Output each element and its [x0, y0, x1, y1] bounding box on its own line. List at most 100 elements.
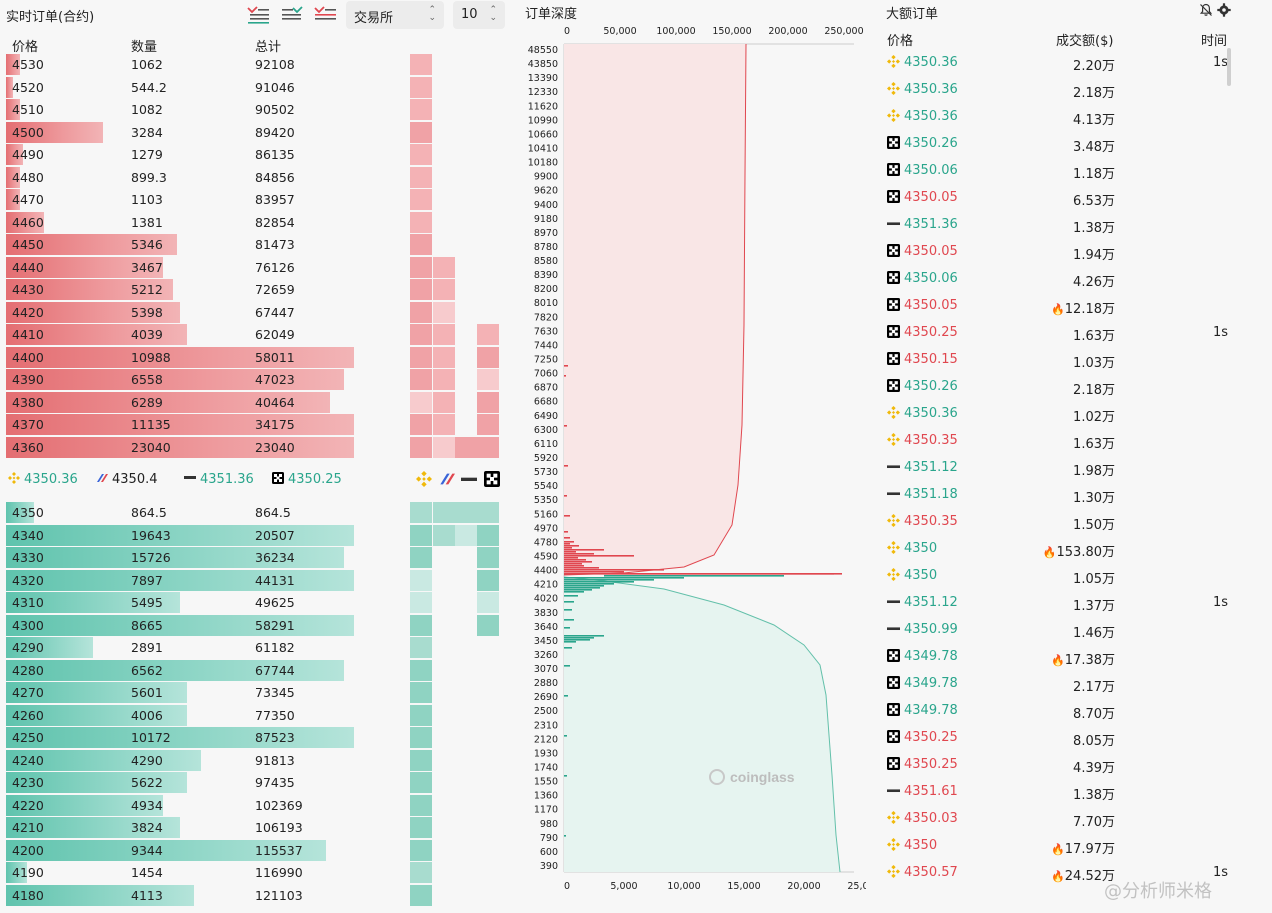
large-order-row[interactable]: 4349.78 8.70万: [886, 698, 1236, 725]
ask-row[interactable]: 4430 5212 72659: [6, 279, 356, 300]
bid-row[interactable]: 4190 1454 116990: [6, 862, 356, 883]
bid-row[interactable]: 4330 15726 36234: [6, 547, 356, 568]
depth-select[interactable]: 10 ⌃ ⌄: [453, 1, 505, 29]
ask-row[interactable]: 4510 1082 90502: [6, 99, 356, 120]
ask-row[interactable]: 4500 3284 89420: [6, 121, 356, 143]
heatmap-cell: [477, 592, 499, 613]
ask-row[interactable]: 4490 1279 86135: [6, 144, 356, 165]
large-order-row[interactable]: 4350.15 1.03万: [886, 347, 1236, 374]
mute-bell-icon[interactable]: [1199, 3, 1213, 17]
exchange-select[interactable]: 交易所 ⌃ ⌄: [346, 1, 444, 29]
large-order-row[interactable]: 4350.35 1.50万: [886, 509, 1236, 536]
large-order-amount-value: 1.46万: [1073, 626, 1115, 641]
large-order-row[interactable]: 4351.18 1.30万: [886, 482, 1236, 509]
bid-row[interactable]: 4250 10172 87523: [6, 727, 356, 748]
bid-row[interactable]: 4200 9344 115537: [6, 839, 356, 861]
large-order-row[interactable]: 4351.61 1.38万: [886, 779, 1236, 806]
large-order-time: 1s: [1212, 325, 1228, 340]
large-order-row[interactable]: 4350.36 2.20万 1s: [886, 50, 1236, 77]
bid-row[interactable]: 4220 4934 102369: [6, 794, 356, 816]
price-tick: 4780: [534, 537, 558, 548]
bid-depth-bar: [6, 547, 344, 568]
large-order-row[interactable]: 4350.26 3.48万: [886, 131, 1236, 158]
mid-price-binance[interactable]: 4350.36: [8, 472, 78, 487]
large-order-row[interactable]: 4350.03 7.70万: [886, 806, 1236, 833]
large-order-row[interactable]: 4350.36 1.02万: [886, 401, 1236, 428]
price-tick: 7060: [534, 369, 558, 380]
large-order-row[interactable]: 4350.25 4.39万: [886, 752, 1236, 779]
large-order-row[interactable]: 4350.26 2.18万: [886, 374, 1236, 401]
bid-axis-tick: 5,000: [610, 881, 637, 892]
large-order-row[interactable]: 4351.36 1.38万: [886, 212, 1236, 239]
large-order-price: 4350.06: [904, 163, 958, 178]
large-order-row[interactable]: 4350.99 1.46万: [886, 617, 1236, 644]
bid-row[interactable]: 4210 3824 106193: [6, 817, 356, 838]
bid-row[interactable]: 4350 864.5 864.5: [6, 502, 356, 523]
large-order-row[interactable]: 4349.78 2.17万: [886, 671, 1236, 698]
ask-row[interactable]: 4470 1103 83957: [6, 189, 356, 210]
bid-row[interactable]: 4270 5601 73345: [6, 682, 356, 703]
bid-row[interactable]: 4180 4113 121103: [6, 884, 356, 906]
ask-row[interactable]: 4530 1062 92108: [6, 54, 356, 75]
ask-total: 40464: [255, 394, 295, 410]
large-order-row[interactable]: 4350.35 1.63万: [886, 428, 1236, 455]
bid-row[interactable]: 4290 2891 61182: [6, 637, 356, 658]
large-order-row[interactable]: 4350.25 1.63万 1s: [886, 320, 1236, 347]
large-order-row[interactable]: 4351.12 1.98万: [886, 455, 1236, 482]
ask-row[interactable]: 4390 6558 47023: [6, 369, 356, 390]
large-order-price: 4350.35: [904, 433, 958, 448]
bid-row[interactable]: 4280 6562 67744: [6, 659, 356, 681]
heatmap-cell: [477, 502, 499, 523]
bid-price: 4300: [12, 617, 44, 633]
bid-total: 116990: [255, 865, 303, 880]
large-order-row[interactable]: 4350.05 1.94万: [886, 239, 1236, 266]
ask-row[interactable]: 4380 6289 40464: [6, 391, 356, 413]
bid-row[interactable]: 4340 19643 20507: [6, 524, 356, 546]
bid-row[interactable]: 4310 5495 49625: [6, 592, 356, 613]
view-bids-icon[interactable]: [280, 6, 304, 24]
large-order-row[interactable]: 4350.36 2.18万: [886, 77, 1236, 104]
bid-price: 4290: [12, 640, 44, 655]
large-order-row[interactable]: 4350.06 4.26万: [886, 266, 1236, 293]
ask-row[interactable]: 4410 4039 62049: [6, 324, 356, 345]
mid-price-bybit[interactable]: 4351.36: [184, 472, 254, 487]
large-order-amount: 🔥17.38万: [1051, 649, 1115, 668]
ask-row[interactable]: 4420 5398 67447: [6, 301, 356, 323]
ask-row[interactable]: 4440 3467 76126: [6, 256, 356, 278]
ask-row[interactable]: 4460 1381 82854: [6, 211, 356, 233]
heatmap-cell: [410, 324, 432, 345]
bid-row[interactable]: 4240 4290 91813: [6, 749, 356, 771]
large-order-row[interactable]: 4350 🔥153.80万: [886, 536, 1236, 563]
mid-price-okx[interactable]: 4350.25: [272, 472, 342, 487]
large-order-row[interactable]: 4350.06 1.18万: [886, 158, 1236, 185]
view-asks-icon[interactable]: [313, 6, 337, 24]
view-both-icon[interactable]: [246, 6, 270, 24]
bid-row[interactable]: 4320 7897 44131: [6, 569, 356, 591]
ask-row[interactable]: 4480 899.3 84856: [6, 166, 356, 188]
large-order-row[interactable]: 4350.36 4.13万: [886, 104, 1236, 131]
ask-row[interactable]: 4400 10988 58011: [6, 346, 356, 368]
large-order-price: 4350.03: [904, 811, 958, 826]
gear-icon[interactable]: [1217, 3, 1231, 17]
ask-row[interactable]: 4520 544.2 91046: [6, 76, 356, 98]
bid-row[interactable]: 4260 4006 77350: [6, 704, 356, 726]
large-order-row[interactable]: 4351.12 1.37万 1s: [886, 590, 1236, 617]
ask-row[interactable]: 4360 23040 23040: [6, 436, 356, 458]
large-order-row[interactable]: 4350 1.05万: [886, 563, 1236, 590]
bid-row[interactable]: 4230 5622 97435: [6, 772, 356, 793]
large-orders-scrollbar[interactable]: [1227, 48, 1231, 86]
bid-row[interactable]: 4300 8665 58291: [6, 614, 356, 636]
large-order-row[interactable]: 4350.05 🔥12.18万: [886, 293, 1236, 320]
ask-level-bar: [564, 545, 579, 547]
ask-row[interactable]: 4450 5346 81473: [6, 234, 356, 255]
large-order-row[interactable]: 4349.78 🔥17.38万: [886, 644, 1236, 671]
bid-qty: 10172: [131, 730, 171, 745]
ask-row[interactable]: 4370 11135 34175: [6, 414, 356, 435]
large-order-row[interactable]: 4350.57 🔥24.52万 1s: [886, 860, 1236, 887]
bid-depth-bar: [6, 749, 201, 771]
large-order-price: 4350: [904, 838, 938, 853]
large-order-row[interactable]: 4350.05 6.53万: [886, 185, 1236, 212]
mid-price-bitget[interactable]: 4350.4: [96, 472, 158, 487]
large-order-row[interactable]: 4350 🔥17.97万: [886, 833, 1236, 860]
large-order-row[interactable]: 4350.25 8.05万: [886, 725, 1236, 752]
